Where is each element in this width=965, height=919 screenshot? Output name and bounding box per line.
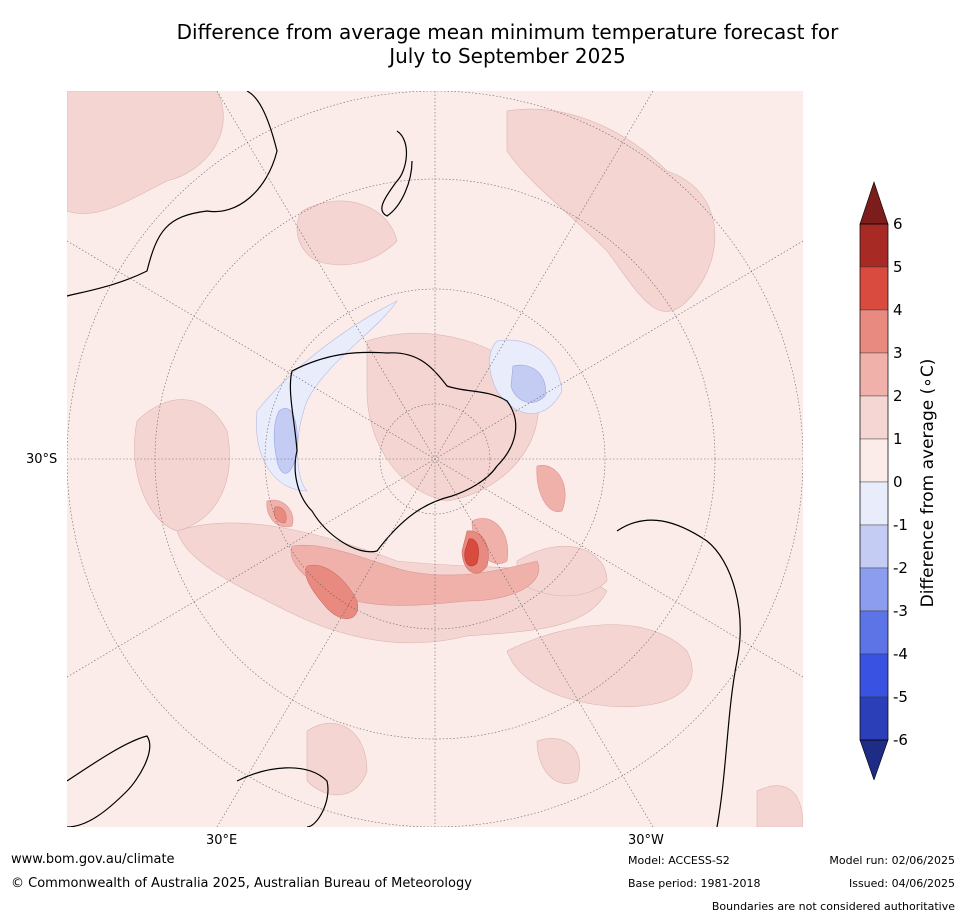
colorbar-frame — [859, 223, 889, 741]
lon-label-30e: 30°E — [206, 833, 238, 848]
colorbar-tick-label: 3 — [893, 344, 903, 362]
graticule — [67, 91, 803, 827]
base-period-text: Base period: 1981-2018 — [628, 877, 761, 890]
colorbar-tick-label: -4 — [893, 645, 908, 663]
anomaly-4-5-regions — [464, 538, 479, 567]
colorbar-segment — [859, 395, 889, 440]
anomaly-2-3-regions — [266, 465, 566, 606]
colorbar-tick-label: 4 — [893, 301, 903, 319]
title-line-2: July to September 2025 — [389, 44, 626, 68]
title-line-1: Difference from average mean minimum tem… — [176, 20, 839, 44]
colorbar-extend-high — [859, 181, 889, 225]
model-run-text: Model run: 02/06/2025 — [829, 854, 955, 867]
colorbar-tick-label: 2 — [893, 387, 903, 405]
coastlines — [67, 91, 741, 827]
website-link[interactable]: www.bom.gov.au/climate — [11, 852, 175, 867]
colorbar — [859, 181, 889, 780]
colorbar-segment — [859, 696, 889, 741]
anomaly-minus-1-2-regions — [273, 364, 546, 474]
colorbar-tick-label: -1 — [893, 516, 908, 534]
colorbar-tick-label: 1 — [893, 430, 903, 448]
colorbar-segment — [859, 481, 889, 526]
model-text: Model: ACCESS-S2 — [628, 854, 730, 867]
colorbar-tick-label: 6 — [893, 215, 903, 233]
colorbar-extend-low — [859, 739, 889, 780]
polar-map — [67, 91, 803, 827]
colorbar-tick-label: -3 — [893, 602, 908, 620]
colorbar-segment — [859, 438, 889, 483]
copyright-text: © Commonwealth of Australia 2025, Austra… — [11, 876, 472, 891]
colorbar-segment — [859, 266, 889, 311]
colorbar-segment — [859, 309, 889, 354]
colorbar-segment — [859, 653, 889, 698]
colorbar-tick-label: -5 — [893, 688, 908, 706]
colorbar-title: Difference from average (∘C) — [918, 358, 938, 608]
colorbar-segment — [859, 567, 889, 612]
colorbar-tick-label: 5 — [893, 258, 903, 276]
issued-text: Issued: 04/06/2025 — [848, 877, 955, 890]
colorbar-tick-label: -2 — [893, 559, 908, 577]
lon-label-30w: 30°W — [628, 833, 664, 848]
chart-title: Difference from average mean minimum tem… — [60, 20, 955, 68]
colorbar-segment — [859, 352, 889, 397]
colorbar-segment — [859, 524, 889, 569]
colorbar-segment — [859, 610, 889, 655]
disclaimer-text: Boundaries are not considered authoritat… — [711, 900, 955, 913]
colorbar-tick-label: -6 — [893, 731, 908, 749]
colorbar-segment — [859, 223, 889, 268]
colorbar-tick-label: 0 — [893, 473, 903, 491]
lat-label-30s: 30°S — [26, 452, 58, 467]
colorbar-segments — [859, 223, 889, 741]
